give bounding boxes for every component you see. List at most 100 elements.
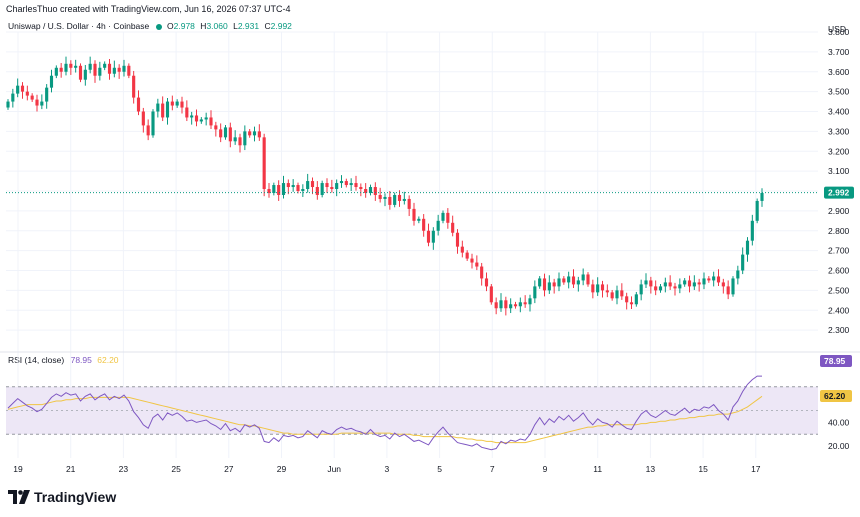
rsi-label: RSI (14, close) bbox=[8, 355, 65, 365]
price-tick-label: 2.700 bbox=[828, 246, 850, 256]
candle-body bbox=[136, 97, 141, 112]
candle-body bbox=[509, 304, 513, 309]
candle-body bbox=[426, 230, 431, 243]
candle-body bbox=[156, 103, 160, 112]
candle-body bbox=[59, 67, 63, 72]
candle-body bbox=[615, 290, 619, 299]
time-tick-label: 5 bbox=[437, 464, 442, 474]
candle-body bbox=[16, 85, 20, 94]
rsi-legend: RSI (14, close) 78.95 62.20 bbox=[8, 355, 119, 365]
time-tick-label: 11 bbox=[593, 464, 602, 474]
candle-body bbox=[20, 85, 25, 92]
candle-body bbox=[658, 286, 663, 291]
candle-body bbox=[407, 198, 411, 209]
candle-body bbox=[388, 196, 392, 205]
candle-body bbox=[562, 278, 566, 283]
candle-body bbox=[74, 65, 78, 68]
candle-body bbox=[552, 282, 556, 287]
candle-body bbox=[712, 276, 716, 281]
candle-body bbox=[436, 220, 440, 231]
candle-body bbox=[625, 296, 629, 303]
candle-body bbox=[634, 294, 638, 305]
high-label: H bbox=[200, 21, 207, 31]
candle-body bbox=[663, 282, 667, 287]
candle-body bbox=[673, 286, 677, 289]
candle-body bbox=[315, 187, 319, 195]
candle-body bbox=[277, 185, 281, 195]
last-price-tag bbox=[824, 186, 854, 199]
candle-body bbox=[605, 290, 609, 293]
candle-body bbox=[122, 65, 126, 72]
candle-body bbox=[412, 208, 416, 221]
candle-body bbox=[170, 101, 174, 106]
candle-body bbox=[199, 119, 203, 122]
candle-body bbox=[383, 196, 387, 199]
rsi-ma-line bbox=[7, 395, 763, 444]
candle-body bbox=[112, 67, 116, 74]
open-value: 2.978 bbox=[173, 21, 195, 31]
candle-body bbox=[523, 302, 527, 305]
candle-body bbox=[446, 212, 450, 223]
candle-body bbox=[339, 181, 344, 184]
price-tick-label: 3.800 bbox=[828, 27, 850, 37]
candle-body bbox=[185, 107, 189, 118]
candle-body bbox=[248, 131, 252, 136]
candle-body bbox=[683, 280, 687, 285]
last-price-tag-label: 2.992 bbox=[828, 188, 850, 198]
candle-body bbox=[678, 284, 682, 289]
open-label: O bbox=[167, 21, 174, 31]
candle-body bbox=[697, 282, 701, 285]
candle-body bbox=[223, 127, 228, 138]
candle-body bbox=[591, 284, 595, 293]
candle-body bbox=[373, 187, 377, 195]
candle-body bbox=[547, 282, 551, 291]
rsi-ma-value: 62.20 bbox=[97, 355, 119, 365]
rsi-ma-tag-label: 62.20 bbox=[824, 391, 846, 401]
rsi-ma-tag bbox=[820, 390, 852, 403]
candle-body bbox=[272, 185, 276, 193]
candle-body bbox=[513, 304, 518, 307]
candle-body bbox=[581, 274, 585, 281]
price-tick-label: 3.400 bbox=[828, 107, 850, 117]
price-tick-label: 2.900 bbox=[828, 206, 850, 216]
rsi-value-tag bbox=[820, 355, 852, 367]
candle-body bbox=[417, 218, 421, 221]
candle-body bbox=[45, 87, 49, 102]
price-tick-label: 3.200 bbox=[828, 146, 850, 156]
price-tick-label: 3.100 bbox=[828, 166, 850, 176]
candle-body bbox=[731, 278, 735, 295]
candle-body bbox=[11, 93, 15, 102]
live-dot-icon bbox=[155, 23, 162, 30]
rsi-value: 78.95 bbox=[70, 355, 92, 365]
candle-body bbox=[30, 95, 34, 100]
candle-body bbox=[668, 282, 672, 287]
candle-body bbox=[707, 278, 711, 281]
candle-body bbox=[393, 194, 397, 205]
candle-body bbox=[736, 270, 740, 279]
candle-body bbox=[98, 67, 102, 76]
candle-body bbox=[83, 69, 87, 80]
candle-body bbox=[127, 65, 131, 76]
candle-body bbox=[368, 187, 373, 193]
candle-body bbox=[88, 63, 92, 70]
candle-body bbox=[422, 218, 426, 231]
candle-body bbox=[760, 192, 764, 201]
time-tick-label: 23 bbox=[119, 464, 129, 474]
candle-body bbox=[228, 127, 232, 142]
candle-body bbox=[586, 274, 590, 285]
candle-body bbox=[402, 198, 406, 201]
candle-body bbox=[639, 284, 643, 295]
candle-body bbox=[194, 115, 199, 122]
candle-body bbox=[465, 252, 469, 259]
candle-body bbox=[78, 65, 83, 80]
candle-body bbox=[165, 101, 170, 118]
candle-body bbox=[542, 278, 547, 291]
candle-body bbox=[190, 115, 194, 118]
candle-body bbox=[567, 276, 571, 283]
candle-body bbox=[180, 101, 184, 108]
candle-body bbox=[209, 117, 213, 126]
tradingview-brand: TradingView bbox=[8, 489, 116, 505]
candle-body bbox=[93, 63, 97, 76]
candle-body bbox=[451, 222, 455, 233]
